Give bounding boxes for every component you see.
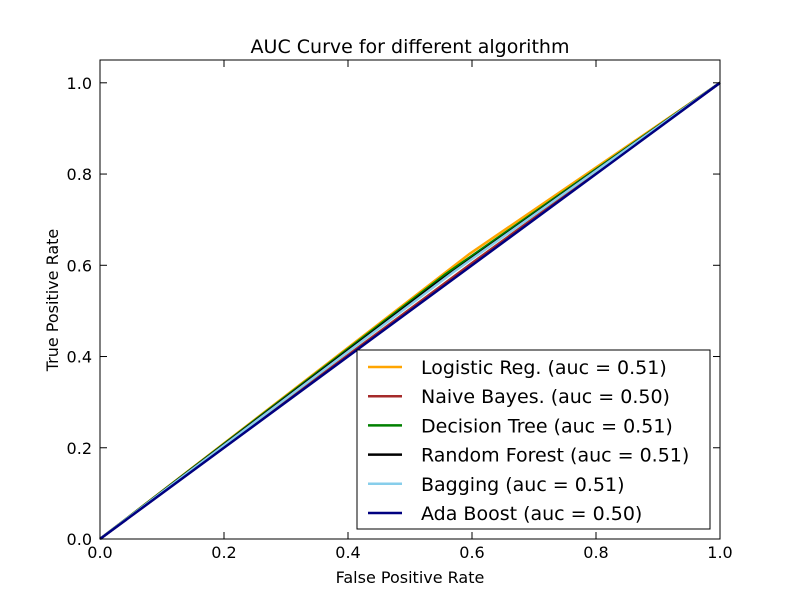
legend-label: Decision Tree (auc = 0.51) [421, 415, 673, 437]
legend-label: Naive Bayes. (auc = 0.50) [421, 386, 670, 408]
series-layer [99, 81, 721, 541]
legend-items: Logistic Reg. (auc = 0.51) Naive Bayes. (… [368, 357, 689, 525]
legend: Logistic Reg. (auc = 0.51) Naive Bayes. (… [356, 349, 711, 530]
x-tick-label: 0.8 [583, 543, 608, 562]
legend-label: Random Forest (auc = 0.51) [421, 445, 689, 467]
series-line-bagging [99, 81, 721, 540]
x-tick-label: 0.6 [459, 543, 484, 562]
y-tick-label: 0.2 [67, 439, 92, 458]
x-axis-title: False Positive Rate [336, 568, 485, 587]
y-tick-label: 0.0 [67, 530, 92, 549]
y-tick-label: 1.0 [67, 74, 92, 93]
y-tick-label: 0.6 [67, 256, 92, 275]
plot-frame [99, 59, 721, 540]
series-line-ada-boost [99, 81, 721, 541]
x-tick-label: 0.2 [211, 543, 236, 562]
legend-label: Bagging (auc = 0.51) [421, 474, 624, 496]
x-tick-label: 0.4 [335, 543, 360, 562]
legend-label: Logistic Reg. (auc = 0.51) [421, 357, 667, 379]
x-tick-label: 1.0 [707, 543, 732, 562]
chart-title: AUC Curve for different algorithm [251, 36, 570, 58]
legend-label: Ada Boost (auc = 0.50) [421, 503, 642, 525]
ticks-layer: 0.0 0.2 0.4 0.6 0.8 1.0 0.0 0.2 0.4 0.6 0.8 1.0 [67, 60, 733, 562]
y-tick-label: 0.8 [67, 165, 92, 184]
y-axis-title: True Positive Rate [43, 229, 62, 373]
legend-box [356, 349, 711, 530]
y-tick-label: 0.4 [67, 348, 92, 367]
x-tick-label: 0.0 [87, 543, 112, 562]
